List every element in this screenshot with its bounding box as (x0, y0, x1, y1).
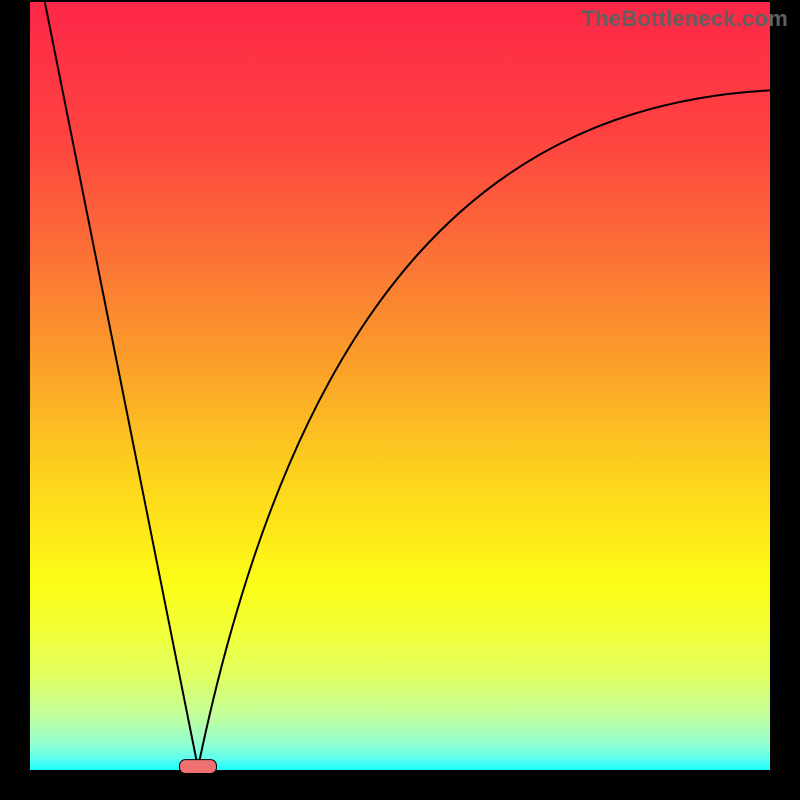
chart-svg (0, 0, 800, 800)
chart-container: TheBottleneck.com (0, 0, 800, 800)
vertex-marker (179, 760, 216, 774)
plot-background (30, 2, 770, 770)
watermark-text: TheBottleneck.com (582, 6, 788, 32)
